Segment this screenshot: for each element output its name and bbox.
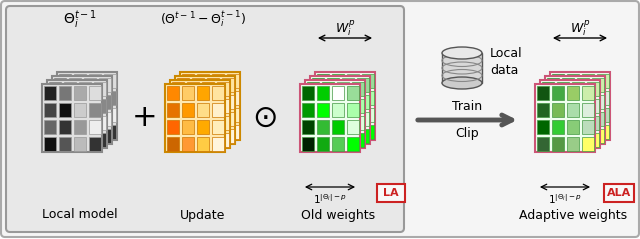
Bar xyxy=(356,77,369,92)
Bar xyxy=(577,129,589,142)
Bar xyxy=(362,108,374,121)
Bar xyxy=(196,125,209,138)
Bar xyxy=(44,103,56,116)
Bar xyxy=(312,77,323,92)
Bar xyxy=(561,77,573,92)
Bar xyxy=(596,125,609,138)
Bar xyxy=(337,132,349,147)
Bar xyxy=(49,98,61,113)
Bar xyxy=(301,103,314,116)
Bar xyxy=(172,115,184,130)
Bar xyxy=(79,81,90,96)
Text: $+$: $+$ xyxy=(131,103,155,132)
Bar xyxy=(172,81,184,96)
Bar xyxy=(342,129,353,142)
Bar xyxy=(74,125,86,138)
Bar xyxy=(332,120,344,134)
Bar xyxy=(552,125,563,138)
Bar xyxy=(572,98,584,113)
Bar xyxy=(74,86,86,99)
Bar xyxy=(332,136,344,151)
Ellipse shape xyxy=(442,77,482,89)
Bar xyxy=(547,94,559,109)
Bar xyxy=(83,112,95,125)
Bar xyxy=(49,81,61,96)
Bar xyxy=(180,72,240,140)
Bar xyxy=(88,74,100,87)
Bar xyxy=(545,76,605,144)
Bar xyxy=(552,74,563,87)
Bar xyxy=(79,115,90,130)
Text: $1^{|\Theta_i|-p}$: $1^{|\Theta_i|-p}$ xyxy=(548,192,582,206)
Bar xyxy=(58,91,70,104)
Bar xyxy=(93,98,106,113)
Bar xyxy=(566,125,579,138)
Bar xyxy=(196,74,209,87)
Bar xyxy=(211,108,223,121)
Bar xyxy=(104,108,115,121)
Bar xyxy=(596,91,609,104)
Bar xyxy=(326,94,339,109)
Bar xyxy=(342,77,353,92)
Bar xyxy=(332,86,344,99)
Bar xyxy=(207,77,218,92)
Bar xyxy=(321,115,333,130)
Bar xyxy=(207,94,218,109)
Bar xyxy=(301,120,314,134)
Bar xyxy=(68,94,81,109)
Bar xyxy=(166,86,179,99)
Bar xyxy=(202,81,214,96)
Bar xyxy=(68,112,81,125)
Bar xyxy=(591,112,604,125)
Bar xyxy=(332,91,344,104)
Bar xyxy=(301,86,314,99)
Bar xyxy=(74,74,86,87)
Bar xyxy=(536,120,548,134)
Bar xyxy=(57,72,117,140)
Bar xyxy=(74,103,86,116)
Bar xyxy=(351,132,364,147)
Bar xyxy=(202,98,214,113)
Bar xyxy=(186,132,198,147)
Bar xyxy=(88,136,100,151)
Bar xyxy=(191,112,204,125)
Bar xyxy=(566,74,579,87)
Bar xyxy=(47,80,107,148)
Bar xyxy=(182,120,193,134)
Bar xyxy=(310,76,370,144)
Text: Update: Update xyxy=(180,208,226,222)
Bar xyxy=(312,129,323,142)
Bar xyxy=(321,98,333,113)
Bar xyxy=(211,136,223,151)
Bar xyxy=(582,125,593,138)
Bar xyxy=(172,98,184,113)
FancyBboxPatch shape xyxy=(377,184,405,202)
Bar xyxy=(44,120,56,134)
Bar xyxy=(58,74,70,87)
Bar xyxy=(362,91,374,104)
Bar xyxy=(346,108,358,121)
Bar xyxy=(166,136,179,151)
Bar xyxy=(182,74,193,87)
Bar xyxy=(221,77,234,92)
Bar xyxy=(321,81,333,96)
Bar xyxy=(88,103,100,116)
Bar xyxy=(591,94,604,109)
Bar xyxy=(557,81,568,96)
Bar xyxy=(342,94,353,109)
Bar xyxy=(74,120,86,134)
Text: ALA: ALA xyxy=(607,188,631,198)
Bar xyxy=(566,120,579,134)
Ellipse shape xyxy=(442,47,482,59)
Bar xyxy=(216,98,228,113)
Bar xyxy=(536,136,548,151)
Bar xyxy=(582,103,593,116)
Bar xyxy=(332,103,344,116)
Bar xyxy=(191,94,204,109)
Bar xyxy=(58,108,70,121)
Bar xyxy=(317,125,328,138)
Bar xyxy=(547,77,559,92)
Bar xyxy=(44,86,56,99)
Bar xyxy=(74,136,86,151)
